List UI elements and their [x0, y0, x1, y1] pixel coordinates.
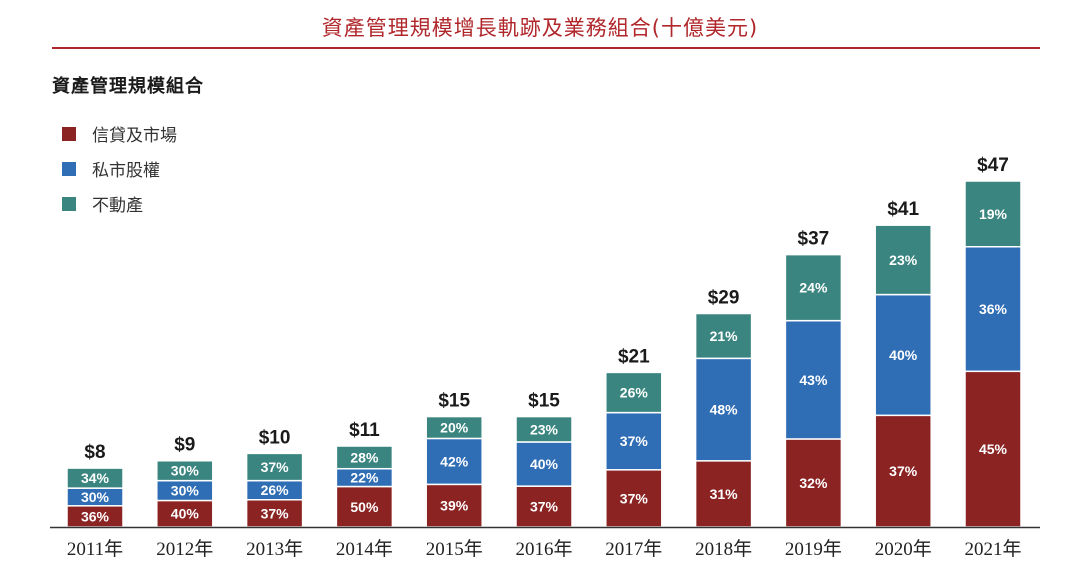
legend-item-credit: 信貸及市場: [62, 116, 177, 151]
bar-segment-credit: [874, 414, 932, 528]
legend-label-credit: 信貸及市場: [92, 126, 177, 146]
total-label: $21: [618, 346, 650, 367]
segment-label-credit: 37%: [620, 490, 649, 506]
segment-label-real-estate: 19%: [979, 206, 1008, 222]
segment-label-real-estate: 28%: [350, 449, 379, 465]
legend-item-real-estate: 不動產: [62, 186, 177, 221]
total-label: $8: [84, 442, 105, 463]
segment-label-private-equity: 40%: [530, 456, 559, 472]
bar-segment-credit: [156, 499, 214, 528]
bar-segment-real-estate: [515, 415, 573, 443]
segment-label-credit: 32%: [799, 475, 828, 491]
segment-label-credit: 31%: [710, 486, 739, 502]
segment-label-credit: 39%: [440, 498, 469, 514]
total-label: $29: [708, 288, 740, 309]
total-label: $9: [174, 435, 195, 456]
bar-segment-real-estate: [784, 253, 843, 322]
bar-segment-real-estate: [964, 180, 1022, 248]
segment-label-real-estate: 24%: [799, 280, 828, 296]
segment-label-real-estate: 37%: [261, 459, 290, 475]
title-divider: [52, 47, 1040, 49]
segment-label-private-equity: 26%: [261, 482, 290, 498]
segment-label-real-estate: 34%: [81, 470, 110, 486]
bar-segment-private-equity: [874, 293, 932, 417]
segment-label-credit: 37%: [889, 463, 918, 479]
x-tick-label: 2018年: [695, 538, 752, 560]
x-tick-label: 2017年: [605, 538, 662, 560]
legend-item-private-equity: 私市股權: [62, 151, 177, 186]
segment-label-real-estate: 26%: [620, 385, 649, 401]
segment-label-private-equity: 30%: [81, 489, 110, 505]
x-tick-label: 2016年: [515, 538, 572, 560]
segment-label-credit: 50%: [350, 499, 379, 515]
x-tick-label: 2011年: [67, 538, 123, 560]
bar-segment-credit: [605, 469, 663, 528]
segment-label-credit: 40%: [171, 506, 200, 522]
total-label: $37: [798, 229, 830, 250]
total-label: $11: [349, 420, 380, 441]
bar-segment-credit: [335, 485, 394, 528]
bar-segment-real-estate: [156, 459, 214, 482]
total-label: $15: [438, 391, 470, 412]
bar-segment-private-equity: [784, 319, 843, 440]
x-tick-label: 2014年: [336, 538, 393, 560]
total-label: $15: [528, 391, 560, 412]
chart-subtitle: 資產管理規模組合: [52, 76, 204, 97]
total-label: $41: [887, 199, 919, 220]
legend-label-private-equity: 私市股權: [92, 161, 160, 181]
segment-label-real-estate: 30%: [171, 463, 200, 479]
bar-segment-credit: [515, 485, 573, 528]
legend: 信貸及市場 私市股權 不動產: [62, 116, 177, 221]
segment-label-credit: 37%: [261, 505, 290, 521]
bar-segment-private-equity: [605, 411, 663, 471]
legend-label-real-estate: 不動產: [92, 196, 143, 216]
x-tick-label: 2019年: [785, 538, 842, 560]
segment-label-private-equity: 37%: [620, 433, 649, 449]
segment-label-credit: 45%: [979, 441, 1008, 457]
total-label: $10: [259, 427, 291, 448]
bar-segment-real-estate: [245, 452, 304, 482]
x-tick-label: 2015年: [426, 538, 483, 560]
bar-segment-real-estate: [66, 467, 124, 489]
legend-swatch-real-estate: [62, 196, 76, 211]
segment-label-real-estate: 23%: [889, 252, 918, 268]
x-tick-label: 2021年: [964, 538, 1021, 560]
bar-segment-credit: [245, 499, 304, 528]
segment-label-real-estate: 21%: [710, 328, 739, 344]
bar-segment-real-estate: [874, 224, 932, 296]
segment-label-credit: 37%: [530, 499, 559, 515]
bar-segment-private-equity: [515, 441, 573, 487]
bar-segment-real-estate: [335, 445, 394, 470]
legend-swatch-private-equity: [62, 161, 76, 176]
bar-segment-credit: [964, 370, 1022, 528]
segment-label-private-equity: 48%: [710, 402, 739, 418]
x-tick-label: 2012年: [156, 538, 213, 560]
segment-label-private-equity: 36%: [979, 301, 1008, 317]
total-label: $47: [977, 155, 1009, 176]
segment-label-credit: 36%: [81, 508, 110, 524]
x-tick-label: 2020年: [875, 538, 932, 560]
bar-segment-real-estate: [694, 312, 753, 360]
segment-label-private-equity: 43%: [799, 372, 828, 388]
legend-swatch-credit: [62, 126, 76, 141]
segment-label-private-equity: 22%: [350, 470, 379, 486]
bar-segment-real-estate: [425, 415, 483, 440]
segment-label-private-equity: 30%: [171, 483, 200, 499]
x-tick-label: 2013年: [246, 538, 303, 560]
segment-label-real-estate: 20%: [440, 420, 469, 436]
bar-segment-real-estate: [605, 371, 663, 414]
chart-title: 資產管理規模增長軌跡及業務組合(十億美元): [321, 16, 759, 40]
bar-segment-credit: [694, 460, 753, 528]
segment-label-real-estate: 23%: [530, 421, 559, 437]
bar-segment-private-equity: [964, 245, 1022, 373]
bar-segment-private-equity: [425, 437, 483, 486]
segment-label-private-equity: 40%: [889, 347, 918, 363]
segment-label-private-equity: 42%: [440, 453, 469, 469]
